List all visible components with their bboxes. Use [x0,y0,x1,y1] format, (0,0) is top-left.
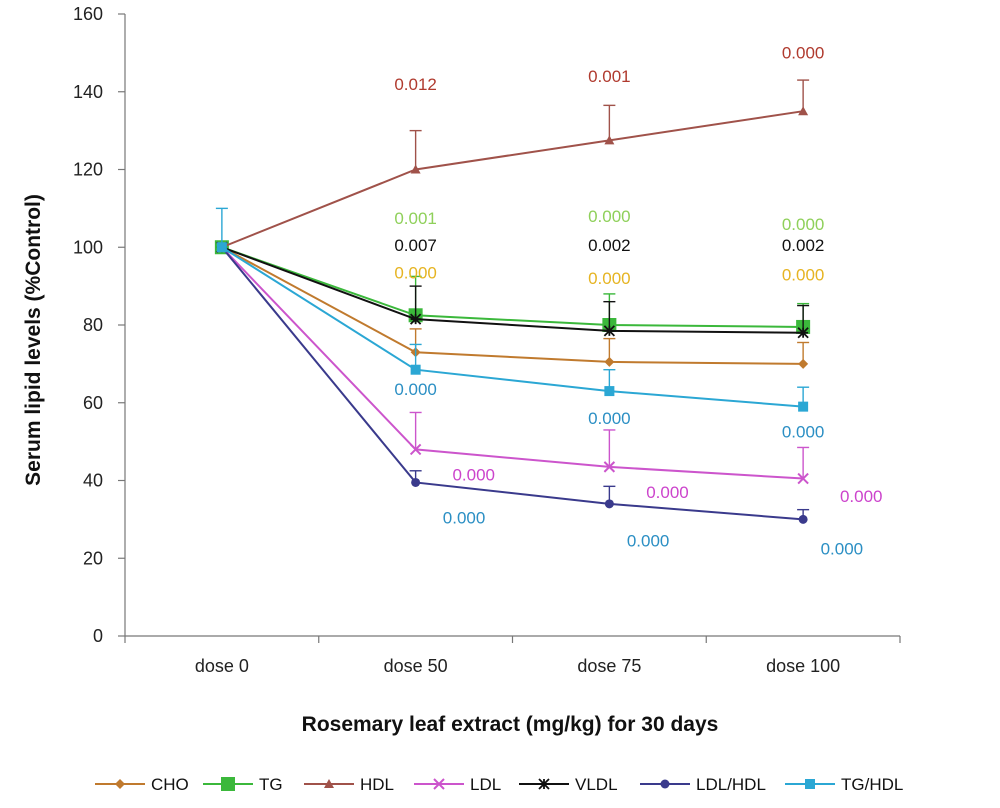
y-tick-label: 160 [73,4,103,24]
y-tick-label: 20 [83,548,103,568]
legend-label: LDL/HDL [696,775,766,794]
series-vldl [216,241,810,339]
data-point [216,242,227,253]
x-tick-labels: dose 0 dose 50 dose 75 dose 100 [195,656,840,676]
p-value-label: 0.012 [394,75,437,94]
legend-marker [221,777,235,791]
data-point [409,313,422,325]
legend-marker [660,779,670,789]
data-point [410,364,421,375]
p-value-label: 0.000 [646,483,689,502]
data-point [604,135,615,145]
p-value-label: 0.001 [394,209,437,228]
data-point [604,386,615,397]
y-tick-label: 140 [73,82,103,102]
series-line [221,246,804,408]
legend: CHO TG HDL LDL VLDL LDL/HDL TG/HDL [95,775,903,794]
legend-label: VLDL [575,775,618,794]
series-tg-hdl [215,207,810,412]
legend-label: CHO [151,775,189,794]
series-line [221,246,804,334]
legend-item-ldl: LDL [414,775,501,794]
series-layer [214,79,811,524]
x-tick-label: dose 100 [766,656,840,676]
data-point [798,106,809,116]
data-point [603,325,616,337]
y-tick-label: 40 [83,471,103,491]
p-value-label: 0.002 [782,236,825,255]
x-tick-label: dose 50 [384,656,448,676]
y-axis-title: Serum lipid levels (%Control) [22,194,45,486]
data-point [797,327,809,339]
legend-item-tg-hdl: TG/HDL [785,775,903,794]
data-point [798,401,809,412]
data-point [603,461,616,473]
data-point [798,514,808,524]
data-point [604,499,614,509]
legend-marker [115,779,125,789]
p-value-annotations: 0.012 0.001 0.000 0.001 0.000 0.000 0.007 0.002… [394,44,882,559]
legend-item-cho: CHO [95,775,189,794]
data-point [797,472,809,485]
y-tick-label: 80 [83,315,103,335]
legend-label: LDL [470,775,501,794]
data-point [410,164,421,174]
data-point [409,443,422,456]
p-value-label: 0.007 [394,236,437,255]
p-value-label: 0.000 [394,263,437,282]
series-tg [214,240,811,334]
series-line [221,246,804,365]
legend-item-tg: TG [203,775,283,794]
x-tick-label: dose 75 [577,656,641,676]
legend-item-vldl: VLDL [519,775,618,794]
p-value-label: 0.000 [588,269,631,288]
p-value-label: 0.002 [588,236,631,255]
p-value-label: 0.000 [394,380,437,399]
y-tick-label: 100 [73,237,103,257]
series-line [221,246,804,328]
legend-label: TG [259,775,283,794]
p-value-label: 0.000 [782,423,825,442]
legend-label: HDL [360,775,394,794]
p-value-label: 0.000 [821,539,864,558]
p-value-label: 0.000 [840,487,883,506]
y-tick-labels: 0 20 40 60 80 100 120 140 160 [73,4,103,646]
series-line [221,246,804,480]
x-axis-title: Rosemary leaf extract (mg/kg) for 30 day… [302,713,719,736]
legend-marker [805,779,815,789]
legend-item-hdl: HDL [304,775,394,794]
series-ldl-hdl [217,242,810,524]
y-tick-label: 60 [83,393,103,413]
p-value-label: 0.000 [782,215,825,234]
p-value-label: 0.000 [627,532,670,551]
p-value-label: 0.000 [443,508,486,527]
legend-item-ldl-hdl: LDL/HDL [640,775,766,794]
p-value-label: 0.000 [588,207,631,226]
data-point [798,358,809,369]
legend-marker [538,778,550,790]
legend-marker [433,778,445,790]
legend-label: TG/HDL [841,775,903,794]
data-point [604,356,615,367]
p-value-label: 0.000 [782,265,825,284]
p-value-label: 0.000 [782,44,825,63]
chart-axes [118,13,901,643]
series-line [221,246,804,521]
data-point [411,477,421,487]
p-value-label: 0.000 [452,466,495,485]
x-tick-label: dose 0 [195,656,249,676]
y-tick-label: 0 [93,626,103,646]
p-value-label: 0.000 [588,409,631,428]
y-tick-label: 120 [73,160,103,180]
series-line [221,110,804,249]
legend-marker [324,779,334,788]
series-hdl [216,79,810,252]
p-value-label: 0.001 [588,67,631,86]
